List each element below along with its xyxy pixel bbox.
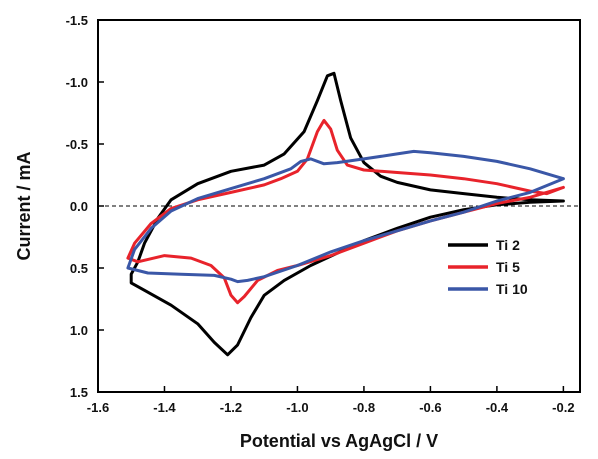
y-tick-label: -0.5 xyxy=(66,137,88,152)
legend-label-ti-2: Ti 2 xyxy=(496,237,520,253)
x-tick-label: -1.2 xyxy=(220,400,242,415)
y-tick-label: 1.0 xyxy=(70,323,88,338)
y-tick-label: -1.5 xyxy=(66,13,88,28)
series-layer xyxy=(126,71,565,357)
y-tick-label: 1.5 xyxy=(70,385,88,400)
y-tick-label: 0.0 xyxy=(70,199,88,214)
legend: Ti 2 Ti 5 Ti 10 xyxy=(448,237,528,297)
x-tick-label: -1.4 xyxy=(153,400,176,415)
x-tick-label: -1.0 xyxy=(286,400,308,415)
y-axis-title: Current / mA xyxy=(14,151,34,260)
legend-label-ti-10: Ti 10 xyxy=(496,281,528,297)
y-axis-ticks: -1.5 -1.0 -0.5 0.0 0.5 1.0 1.5 xyxy=(66,13,104,400)
series-line-ti-10 xyxy=(126,149,565,284)
legend-label-ti-5: Ti 5 xyxy=(496,259,520,275)
x-axis-ticks: -1.6 -1.4 -1.2 -1.0 -0.8 -0.6 -0.4 -0.2 xyxy=(87,386,575,415)
x-tick-label: -0.8 xyxy=(353,400,375,415)
x-tick-label: -1.6 xyxy=(87,400,109,415)
series-line-ti-5 xyxy=(126,118,565,305)
x-tick-label: -0.2 xyxy=(552,400,574,415)
x-tick-label: -0.4 xyxy=(486,400,509,415)
x-tick-label: -0.6 xyxy=(419,400,441,415)
y-tick-label: -1.0 xyxy=(66,75,88,90)
y-tick-label: 0.5 xyxy=(70,261,88,276)
x-axis-title: Potential vs AgAgCl / V xyxy=(240,431,438,451)
